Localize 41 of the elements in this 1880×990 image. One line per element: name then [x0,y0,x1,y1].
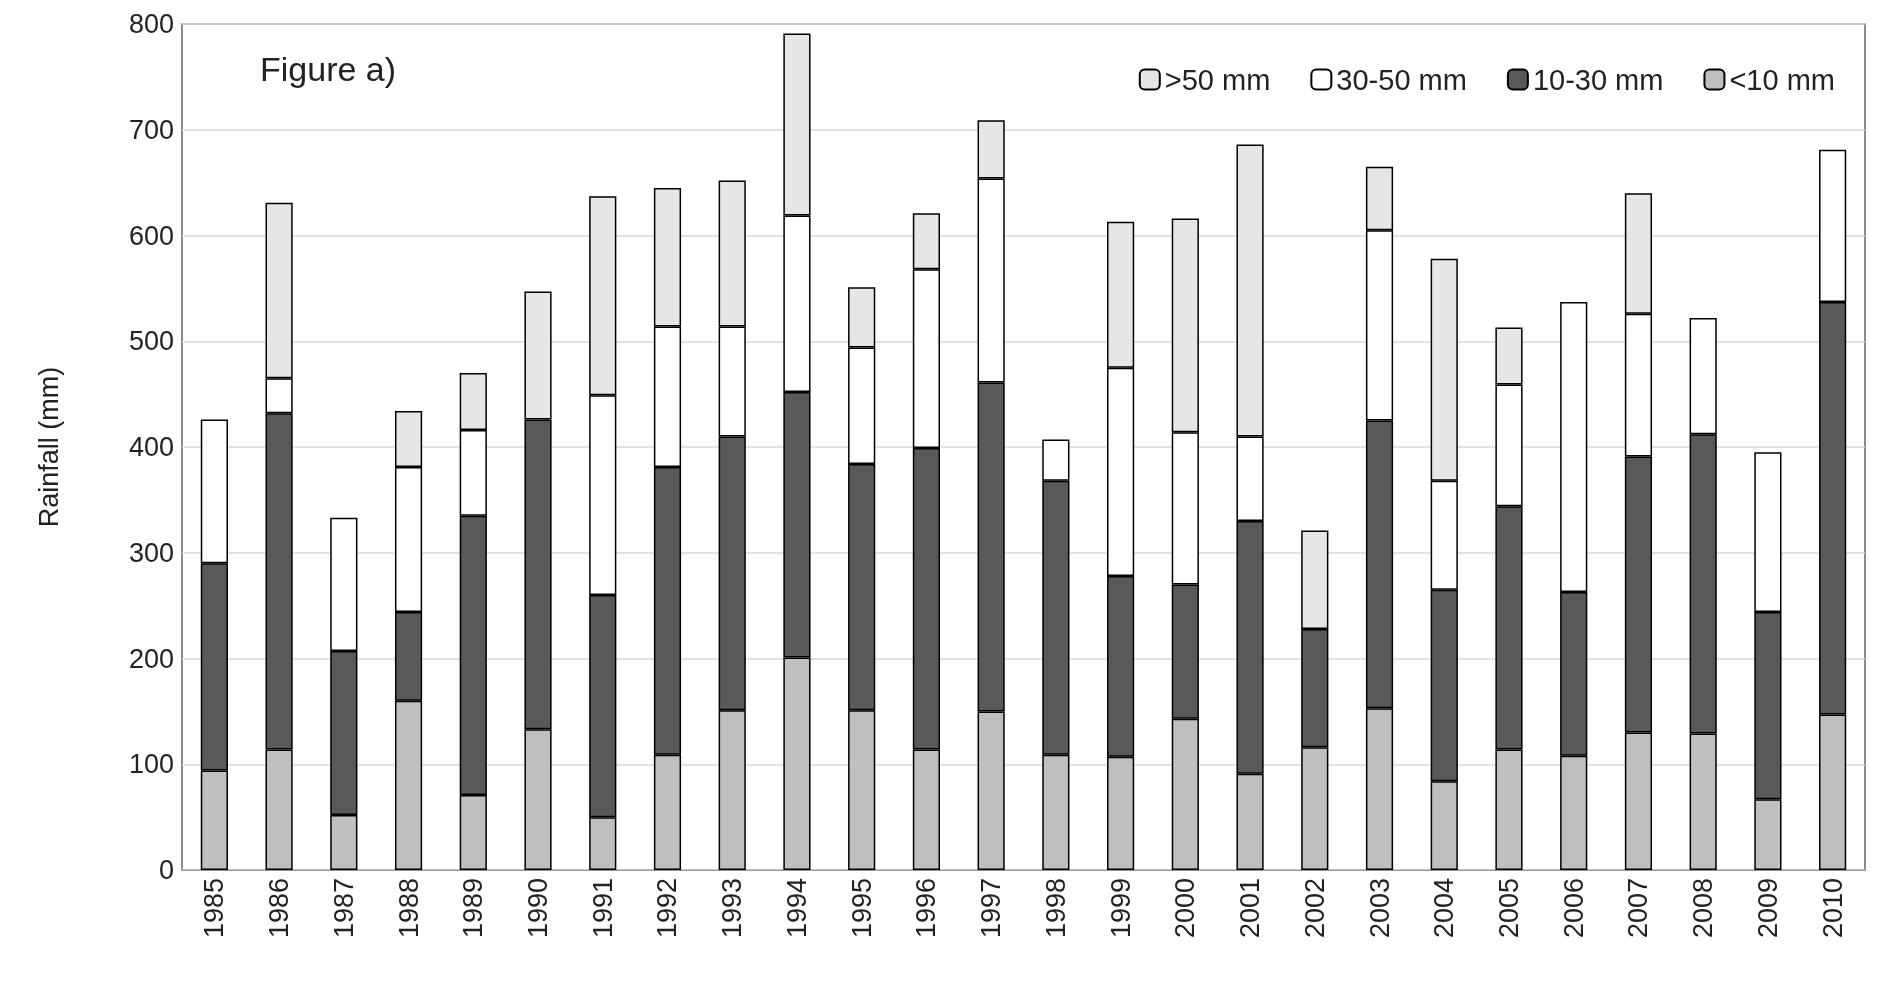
annotation: Figure a) [260,50,397,88]
x-tick-label: 2004 [1429,878,1460,939]
y-tick-label: 200 [128,643,174,674]
y-axis-title: Rainfall (mm) [33,366,64,528]
x-tick-label: 2006 [1558,878,1589,939]
x-tick-label: 1986 [264,878,295,939]
x-tick-label: 2000 [1170,878,1201,939]
x-tick-label: 1993 [717,878,748,939]
legend-label: <10 mm [1729,63,1836,96]
x-tick-label: 1997 [976,878,1007,939]
x-tick-label: 1999 [1105,878,1136,939]
x-tick-label: 1987 [328,878,359,939]
y-tick-label: 600 [128,220,174,251]
x-tick-label: 1998 [1040,878,1071,939]
x-tick-label: 2010 [1817,878,1848,939]
x-tick-label: 1985 [199,878,230,939]
x-tick-label: 2003 [1364,878,1395,939]
legend-label: >50 mm [1164,63,1271,96]
x-tick-label: 1996 [911,878,942,939]
y-tick-label: 400 [128,432,174,462]
x-tick-label: 1991 [587,878,618,939]
x-tick-label: 1992 [652,878,683,939]
x-tick-label: 1990 [523,878,554,939]
y-tick-label: 500 [128,326,174,357]
y-tick-label: 300 [128,537,174,568]
x-tick-label: 2005 [1493,878,1524,939]
y-tick-label: 100 [128,749,174,780]
x-tick-label: 1995 [846,878,877,939]
x-tick-label: 2008 [1688,878,1719,939]
x-tick-label: 2007 [1623,878,1654,939]
x-tick-label: 1989 [458,878,489,939]
x-tick-label: 1994 [781,878,812,939]
x-tick-label: 2002 [1299,878,1330,939]
x-tick-label: 1988 [393,878,424,939]
y-tick-label: 0 [158,855,174,885]
y-tick-label: 700 [128,114,174,145]
legend-label: 10-30 mm [1532,63,1664,96]
y-tick-label: 800 [128,9,174,39]
x-tick-label: 2009 [1752,878,1783,939]
legend-label: 30-50 mm [1336,63,1467,96]
x-tick-label: 2001 [1235,878,1266,939]
